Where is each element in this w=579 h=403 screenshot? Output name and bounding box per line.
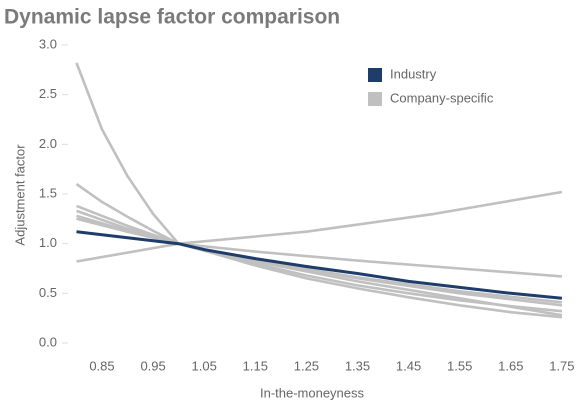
legend-label: Company-specific — [390, 90, 494, 105]
legend-swatch — [368, 68, 382, 82]
x-tick-label: 1.25 — [294, 358, 319, 373]
x-tick-label: 1.55 — [447, 358, 472, 373]
line — [76, 204, 563, 278]
y-tick-label: 2.0 — [39, 136, 57, 151]
y-tick-label: 2.5 — [39, 86, 57, 101]
x-tick-label: 1.35 — [345, 358, 370, 373]
x-tick-label: 0.95 — [140, 358, 165, 373]
x-axis-label: In-the-moneyness — [260, 385, 365, 400]
line — [76, 230, 563, 300]
line — [75, 183, 563, 313]
y-tick-label: 0.0 — [39, 334, 57, 349]
y-tick-label: 0.5 — [39, 285, 57, 300]
y-tick-label: 1.0 — [39, 235, 57, 250]
line — [75, 62, 563, 319]
legend-label: Industry — [390, 66, 437, 81]
chart-title: Dynamic lapse factor comparison — [4, 6, 340, 29]
x-tick-label: 1.45 — [396, 358, 421, 373]
x-tick-label: 0.85 — [89, 358, 114, 373]
y-tick-label: 3.0 — [39, 36, 57, 51]
x-tick-label: 1.75 — [549, 358, 574, 373]
x-tick-label: 1.05 — [192, 358, 217, 373]
line — [76, 217, 563, 304]
y-tick-label: 1.5 — [39, 185, 57, 200]
y-axis-label: Adjustment factor — [12, 144, 27, 246]
x-tick-label: 1.15 — [243, 358, 268, 373]
legend-swatch — [368, 92, 382, 106]
x-tick-label: 1.65 — [498, 358, 523, 373]
line — [76, 190, 563, 263]
